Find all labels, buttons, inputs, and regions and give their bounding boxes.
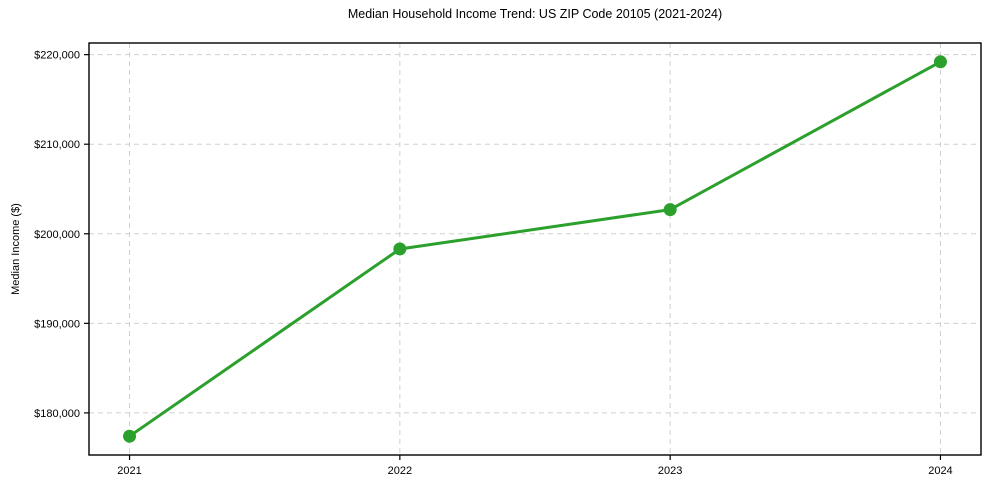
x-tick-label: 2021: [117, 465, 141, 477]
chart-title: Median Household Income Trend: US ZIP Co…: [347, 7, 723, 21]
y-tick-label: $200,000: [34, 229, 80, 241]
data-point-2022: [393, 242, 407, 256]
y-tick-label: $180,000: [34, 408, 80, 420]
data-point-2024: [933, 55, 947, 69]
y-tick-label: $190,000: [34, 318, 80, 330]
income-trend-line: [128, 60, 942, 438]
x-tick-label: 2023: [658, 465, 682, 477]
y-tick-label: $220,000: [34, 50, 80, 62]
plot-border: [88, 42, 982, 456]
x-tick-label: 2024: [928, 465, 952, 477]
data-point-2023: [663, 203, 677, 217]
data-point-2021: [123, 429, 137, 443]
x-tick-label: 2022: [388, 465, 412, 477]
y-tick-label: $210,000: [34, 139, 80, 151]
